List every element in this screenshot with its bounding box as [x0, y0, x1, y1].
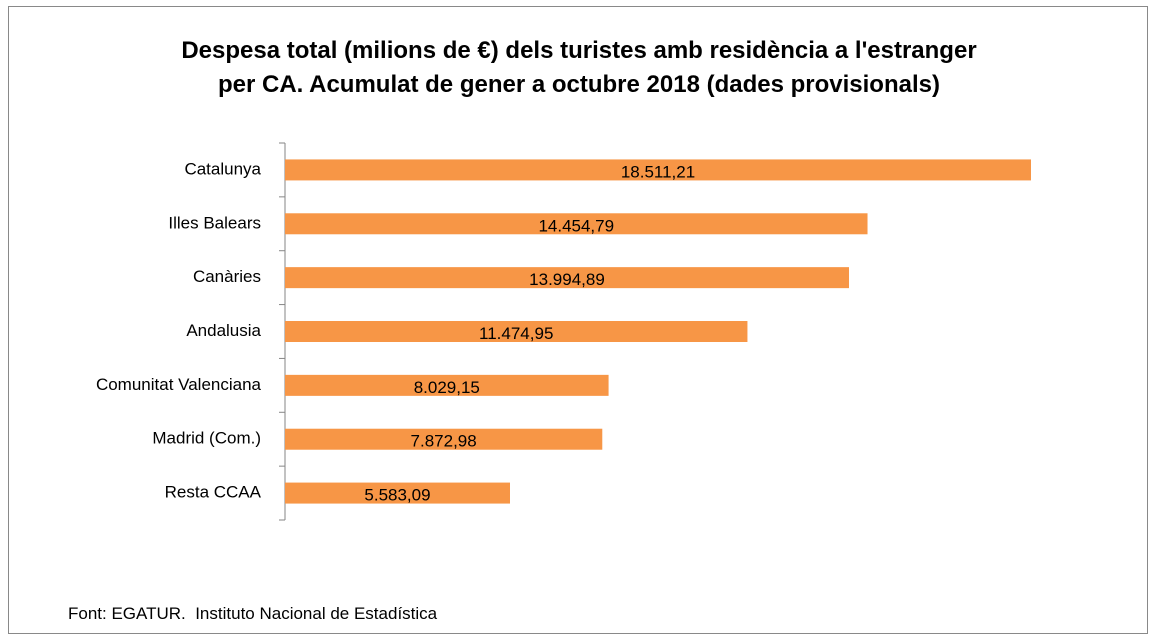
category-label: Andalusia — [186, 321, 261, 340]
category-label: Canàries — [193, 267, 261, 286]
category-label: Resta CCAA — [165, 483, 262, 502]
chart-title: Despesa total (milions de €) dels turist… — [181, 37, 977, 98]
bar — [285, 374, 609, 396]
bar — [285, 321, 748, 342]
bar — [285, 482, 510, 504]
bar — [285, 267, 849, 289]
category-label: Comunitat Valenciana — [96, 375, 262, 394]
category-label: Catalunya — [184, 159, 261, 178]
value-label: 5.583,09 — [364, 486, 430, 505]
source-note: Font: EGATUR. Instituto Nacional de Esta… — [68, 604, 438, 623]
value-label: 18.511,21 — [621, 162, 695, 181]
bar — [285, 213, 868, 235]
value-label: 8.029,15 — [414, 378, 480, 397]
category-label: Madrid (Com.) — [152, 429, 261, 448]
value-label: 11.474,95 — [479, 324, 553, 343]
value-label: 7.872,98 — [411, 432, 477, 451]
value-label: 14.454,79 — [538, 216, 614, 235]
category-label: Illes Balears — [168, 213, 261, 232]
value-label: 13.994,89 — [529, 270, 605, 289]
bar — [285, 428, 603, 450]
bar — [285, 159, 1031, 181]
chart-frame — [8, 6, 1148, 634]
